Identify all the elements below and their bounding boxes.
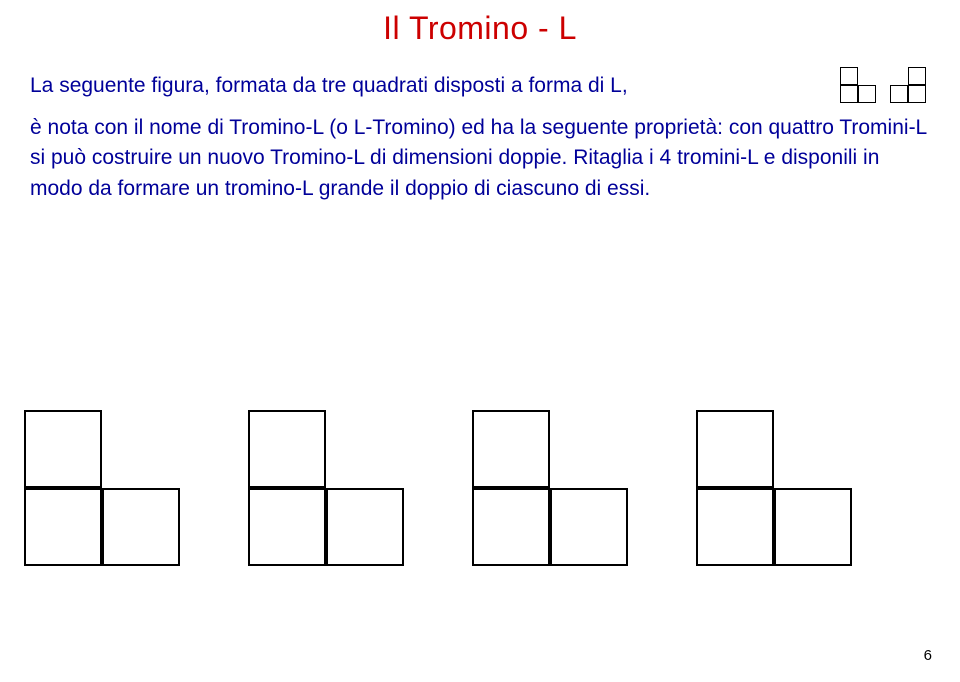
intro-text-block: La seguente figura, formata da tre quadr… <box>30 71 822 101</box>
big-cell <box>24 410 102 488</box>
big-cell <box>774 488 852 566</box>
small-cell <box>908 67 926 85</box>
page-number: 6 <box>924 647 932 664</box>
small-cell <box>840 85 858 103</box>
page-title: Il Tromino - L <box>30 10 930 47</box>
small-trominoes <box>840 67 930 103</box>
intro-row: La seguente figura, formata da tre quadr… <box>30 71 930 103</box>
small-tromino-1 <box>840 67 876 103</box>
small-empty <box>858 67 876 85</box>
big-cell <box>248 410 326 488</box>
small-cell <box>890 85 908 103</box>
big-cell <box>326 488 404 566</box>
small-cell <box>840 67 858 85</box>
big-empty <box>102 410 180 488</box>
big-empty <box>774 410 852 488</box>
big-cell <box>472 488 550 566</box>
page: Il Tromino - L La seguente figura, forma… <box>0 0 960 682</box>
big-cell <box>102 488 180 566</box>
big-tromino-row <box>24 410 852 566</box>
small-tromino-2 <box>890 67 926 103</box>
big-cell <box>696 488 774 566</box>
big-tromino <box>248 410 404 566</box>
big-tromino <box>472 410 628 566</box>
intro-body: è nota con il nome di Tromino-L (o L-Tro… <box>30 113 930 204</box>
small-empty <box>890 67 908 85</box>
small-cell <box>908 85 926 103</box>
big-tromino <box>24 410 180 566</box>
big-cell <box>550 488 628 566</box>
big-cell <box>696 410 774 488</box>
intro-line1: La seguente figura, formata da tre quadr… <box>30 71 822 101</box>
big-tromino <box>696 410 852 566</box>
small-cell <box>858 85 876 103</box>
big-cell <box>472 410 550 488</box>
big-cell <box>24 488 102 566</box>
big-empty <box>326 410 404 488</box>
big-cell <box>248 488 326 566</box>
big-empty <box>550 410 628 488</box>
